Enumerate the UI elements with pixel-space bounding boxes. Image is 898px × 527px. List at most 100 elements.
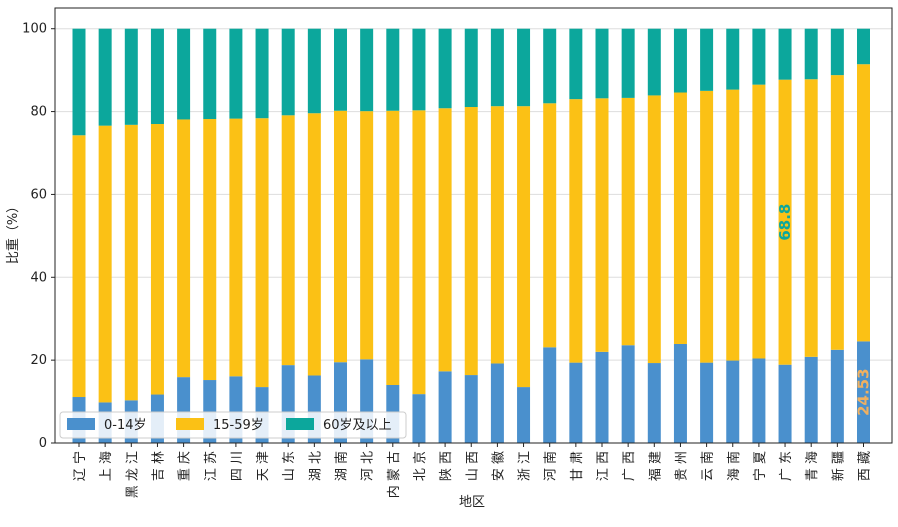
bar-segment-1-4 [177,119,191,378]
annotation-label: 68.8 [776,204,794,241]
bar-segment-0-28 [804,356,818,443]
bar-segment-2-17 [517,28,531,107]
bar-segment-1-19 [569,99,583,363]
bar-segment-2-22 [647,28,661,96]
x-tick-label: 云 南 [700,451,716,481]
bar-segment-0-17 [517,387,531,443]
bar-segment-2-6 [229,28,243,119]
x-tick-label: 安 徽 [491,451,506,481]
bar-segment-2-18 [543,28,557,104]
bar-segment-2-11 [360,28,374,112]
bar-segment-1-26 [752,84,766,359]
bar-segment-1-3 [150,124,164,395]
bar-segment-2-16 [490,28,504,107]
bar-segment-1-21 [621,97,635,346]
x-tick-label: 湖 南 [334,451,350,481]
bar-segment-2-28 [804,28,818,80]
bar-segment-2-21 [621,28,635,98]
bar-segment-1-11 [360,111,374,360]
bar-segment-2-20 [595,28,609,99]
legend-label: 60岁及以上 [323,418,392,433]
x-tick-label: 四 川 [230,451,245,481]
y-axis-ticks: 0 20 40 60 80 100 [22,22,55,451]
legend-label: 15-59岁 [213,418,264,433]
bar-segment-1-23 [673,92,687,344]
bar-segment-0-24 [700,362,714,443]
bar-segment-1-25 [726,89,740,361]
x-tick-label: 陕 西 [439,451,454,481]
y-tick-label: 20 [30,353,47,368]
bar-segment-1-15 [464,107,478,376]
x-tick-label: 福 建 [648,451,663,481]
bar-segment-0-29 [830,349,844,443]
bar-segment-1-8 [281,115,295,366]
bar-segment-1-20 [595,98,609,352]
bar-segment-1-5 [203,119,217,381]
x-tick-label: 广 东 [779,451,794,481]
legend-swatch [67,418,95,430]
x-axis-title: 地区 [459,495,485,510]
x-tick-label: 西 藏 [858,451,873,481]
x-tick-label: 青 海 [805,451,820,481]
x-tick-label: 上 海 [99,451,114,481]
bar-segment-1-27 [778,79,792,365]
x-axis-ticks: 辽 宁上 海黑 龙 江吉 林重 庆江 苏四 川天 津山 东湖 北湖 南河 北内 … [72,443,873,498]
bar-segment-2-27 [778,28,792,80]
bar-segment-1-28 [804,79,818,357]
x-tick-label: 山 东 [282,451,297,481]
x-tick-label: 天 津 [256,451,271,481]
x-tick-label: 河 北 [361,451,376,481]
bar-segment-2-1 [98,28,112,126]
legend-label: 0-14岁 [104,418,147,433]
bar-segment-2-24 [700,28,714,91]
y-tick-label: 0 [39,436,47,451]
annotation-label: 24.53 [855,368,873,415]
bar-segment-2-19 [569,28,583,100]
bar-segment-0-21 [621,345,635,443]
bar-segment-2-8 [281,28,295,116]
x-tick-label: 辽 宁 [72,451,88,481]
x-tick-label: 河 南 [543,451,559,481]
bar-segment-0-14 [438,371,452,443]
bar-segment-1-30 [857,64,870,342]
bar-segment-1-6 [229,118,243,377]
x-tick-label: 江 苏 [203,451,219,481]
bar-segment-0-15 [464,375,478,443]
bar-segment-1-14 [438,108,452,372]
bar-segment-1-13 [412,110,426,395]
y-tick-label: 80 [30,105,47,120]
bar-segment-2-4 [177,28,191,120]
bar-segment-1-10 [334,110,347,363]
bar-segment-0-26 [752,358,766,443]
bar-segment-2-30 [857,28,870,65]
bars [72,28,870,443]
bar-segment-1-0 [72,135,86,398]
bar-segment-1-16 [490,106,504,364]
annotations: 25.72 68.8 24.53 [70,58,873,416]
bar-segment-1-1 [98,125,112,403]
bar-segment-2-10 [334,28,347,111]
x-tick-label: 湖 北 [308,451,323,481]
bar-segment-2-26 [752,28,766,85]
x-tick-label: 北 京 [413,451,428,481]
x-tick-label: 浙 江 [518,451,533,481]
bar-segment-0-23 [673,343,687,443]
bar-segment-2-29 [830,28,844,76]
x-tick-label: 宁 夏 [752,451,768,481]
annotation-label: 25.72 [70,58,88,105]
bar-segment-1-29 [830,75,844,350]
bar-segment-0-30 [857,341,870,443]
y-tick-label: 100 [22,22,47,37]
bar-segment-2-12 [386,28,400,111]
x-tick-label: 海 南 [726,451,742,481]
y-axis-title: 比重（%） [5,200,21,264]
bar-segment-2-9 [307,28,321,114]
bar-segment-2-14 [438,28,452,109]
bar-segment-0-19 [569,362,583,443]
bar-segment-0-13 [412,394,426,443]
bar-segment-1-7 [255,118,269,388]
bar-segment-1-9 [307,113,321,376]
bar-segment-2-2 [124,28,138,125]
bar-segment-1-17 [517,106,531,388]
